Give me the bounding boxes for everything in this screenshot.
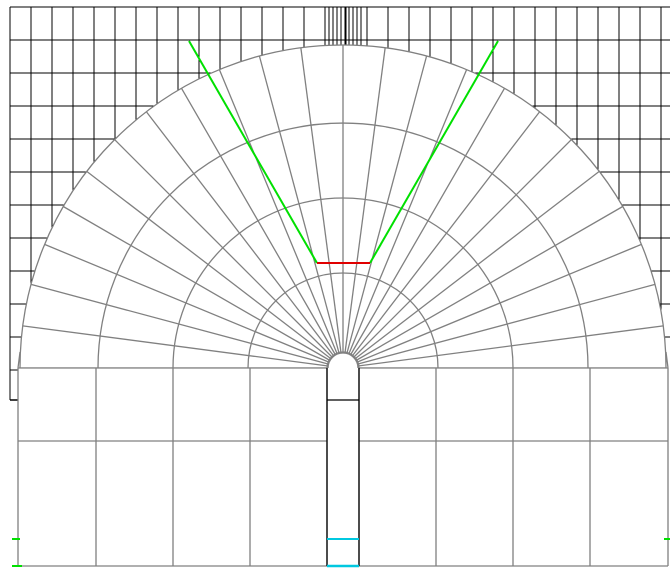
boundary-green-right [369, 40, 499, 264]
fan-spoke [300, 47, 342, 354]
boundary-lines [12, 40, 670, 568]
fan-spoke [30, 283, 329, 365]
fan-spoke [346, 55, 428, 354]
fan-spoke [353, 139, 572, 358]
fan-spoke [351, 111, 541, 357]
fan-spoke [357, 325, 664, 367]
fan-spoke [344, 47, 386, 354]
fan-edge-right [665, 351, 669, 369]
fan-arc [327, 352, 359, 369]
channel-cap [326, 351, 360, 369]
boundary-green-left [188, 40, 318, 264]
lower-block-fill [18, 368, 670, 569]
center-channel [326, 351, 360, 566]
fan-spoke [86, 170, 332, 360]
fan-spoke [114, 139, 333, 358]
lower-block-mesh [17, 351, 670, 569]
fan-spoke [355, 205, 624, 362]
semicircle-fan-mesh [19, 44, 667, 369]
fan-spoke [349, 87, 506, 356]
fan-spoke [180, 87, 337, 356]
fan-spoke [348, 69, 468, 355]
fan-spoke [145, 111, 335, 357]
fan-spoke [44, 243, 330, 363]
fan-spoke [258, 55, 340, 354]
fan-spoke [218, 69, 338, 355]
fan-spoke [354, 170, 600, 360]
fan-edge-left [17, 351, 21, 369]
fan-spoke [62, 205, 331, 362]
fan-spoke [356, 243, 642, 363]
fan-spoke [22, 325, 329, 367]
fan-spoke [357, 283, 656, 365]
